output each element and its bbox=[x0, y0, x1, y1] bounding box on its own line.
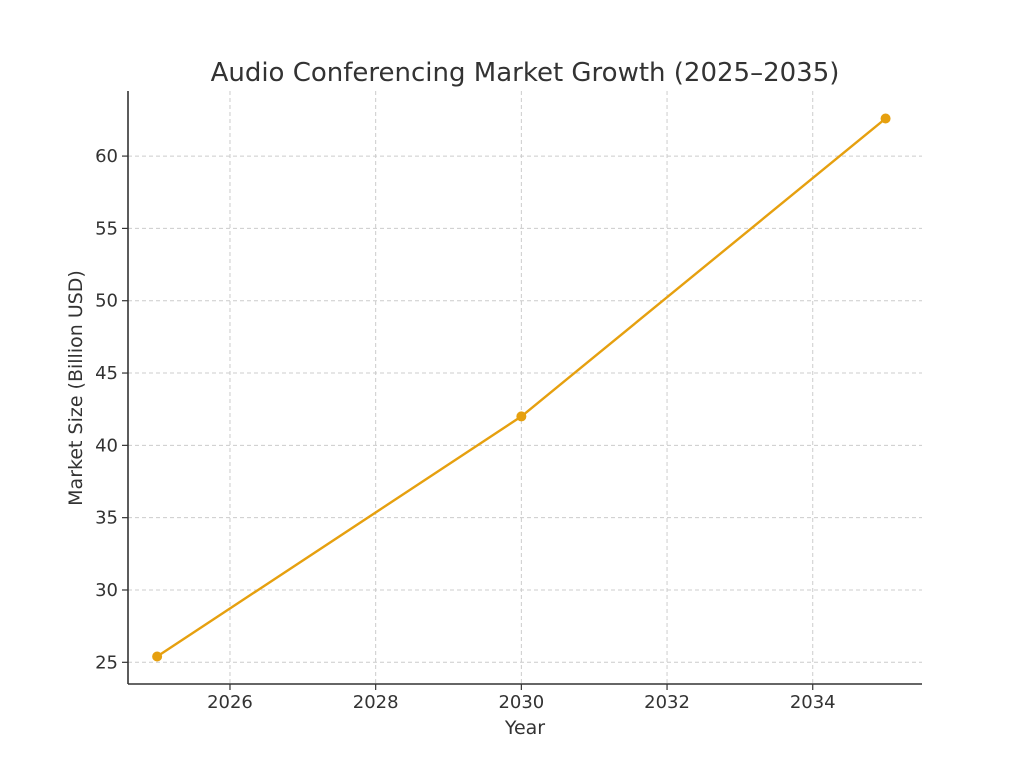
data-point bbox=[152, 651, 163, 662]
y-tick-label: 55 bbox=[95, 218, 118, 239]
grid bbox=[128, 91, 922, 684]
x-tick-label: 2026 bbox=[207, 692, 253, 713]
y-tick-label: 40 bbox=[95, 435, 118, 456]
ticks: 2026 2028 2030 2032 2034 25 30 35 40 45 50 55 60 bbox=[95, 146, 836, 713]
x-tick-label: 2032 bbox=[644, 692, 690, 713]
x-axis-label: Year bbox=[504, 717, 545, 739]
y-tick-label: 35 bbox=[95, 508, 118, 529]
data-point bbox=[880, 113, 891, 124]
axes bbox=[127, 91, 922, 685]
y-tick-label: 50 bbox=[95, 291, 118, 312]
x-tick-label: 2028 bbox=[353, 692, 399, 713]
x-tick-label: 2030 bbox=[498, 692, 544, 713]
series bbox=[152, 113, 891, 662]
x-tick-label: 2034 bbox=[790, 692, 836, 713]
chart-title: Audio Conferencing Market Growth (2025–2… bbox=[211, 58, 840, 88]
data-point bbox=[516, 411, 527, 422]
y-axis-label: Market Size (Billion USD) bbox=[65, 270, 87, 506]
y-tick-label: 30 bbox=[95, 580, 118, 601]
y-tick-label: 60 bbox=[95, 146, 118, 167]
y-tick-label: 45 bbox=[95, 363, 118, 384]
y-tick-label: 25 bbox=[95, 652, 118, 673]
